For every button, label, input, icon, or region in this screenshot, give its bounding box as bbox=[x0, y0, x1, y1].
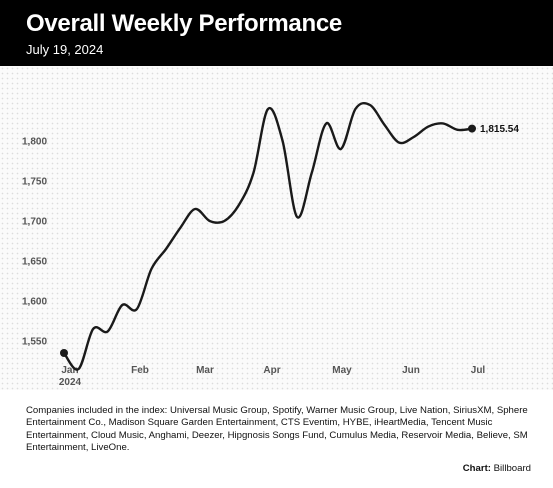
data-point bbox=[77, 367, 81, 371]
end-value-label: 1,815.54 bbox=[480, 124, 519, 135]
data-point bbox=[208, 219, 212, 223]
x-tick-label: Jan bbox=[61, 365, 78, 376]
data-point bbox=[120, 303, 124, 307]
data-point bbox=[353, 107, 357, 111]
credit-source: Billboard bbox=[493, 463, 531, 474]
data-point bbox=[281, 139, 285, 143]
y-tick-label: 1,600 bbox=[22, 297, 47, 308]
start-point-marker bbox=[60, 349, 68, 357]
chart-date: July 19, 2024 bbox=[26, 42, 104, 57]
data-point bbox=[193, 207, 197, 211]
y-tick-label: 1,700 bbox=[22, 217, 47, 228]
chart-header: Overall Weekly Performance July 19, 2024 bbox=[0, 0, 553, 66]
data-point bbox=[310, 171, 314, 175]
data-point bbox=[251, 171, 255, 175]
data-point bbox=[266, 107, 270, 111]
data-point bbox=[324, 121, 328, 125]
data-point bbox=[295, 215, 299, 219]
data-point bbox=[106, 329, 110, 333]
y-tick-label: 1,750 bbox=[22, 177, 47, 188]
data-point bbox=[164, 247, 168, 251]
x-tick-label: Apr bbox=[263, 365, 280, 376]
data-point bbox=[91, 327, 95, 331]
data-point bbox=[426, 125, 430, 129]
chart-title: Overall Weekly Performance bbox=[26, 10, 342, 37]
series-line bbox=[62, 101, 474, 371]
data-point bbox=[237, 203, 241, 207]
index-companies-note: Companies included in the index: Univers… bbox=[26, 405, 528, 454]
data-point bbox=[412, 135, 416, 139]
data-point bbox=[441, 121, 445, 125]
data-point bbox=[149, 267, 153, 271]
x-tick-label: Jul bbox=[471, 365, 486, 376]
data-point bbox=[455, 128, 459, 132]
x-tick-label: Feb bbox=[131, 365, 149, 376]
chart-credit: Chart: Billboard bbox=[463, 463, 531, 474]
end-point-marker bbox=[468, 124, 476, 133]
x-tick-label: May bbox=[332, 365, 352, 376]
data-point bbox=[222, 219, 226, 223]
data-point bbox=[383, 123, 387, 127]
x-tick-label: Jun bbox=[402, 365, 420, 376]
y-tick-label: 1,800 bbox=[22, 137, 47, 148]
data-point bbox=[397, 141, 401, 145]
credit-label: Chart: bbox=[462, 463, 491, 474]
y-tick-label: 1,550 bbox=[22, 337, 47, 348]
data-point bbox=[135, 307, 139, 311]
x-tick-year-label: 2024 bbox=[59, 377, 82, 388]
data-point bbox=[368, 103, 372, 107]
x-tick-label: Mar bbox=[196, 365, 214, 376]
data-point bbox=[339, 147, 343, 151]
y-tick-label: 1,650 bbox=[22, 257, 47, 268]
data-point bbox=[179, 225, 183, 229]
